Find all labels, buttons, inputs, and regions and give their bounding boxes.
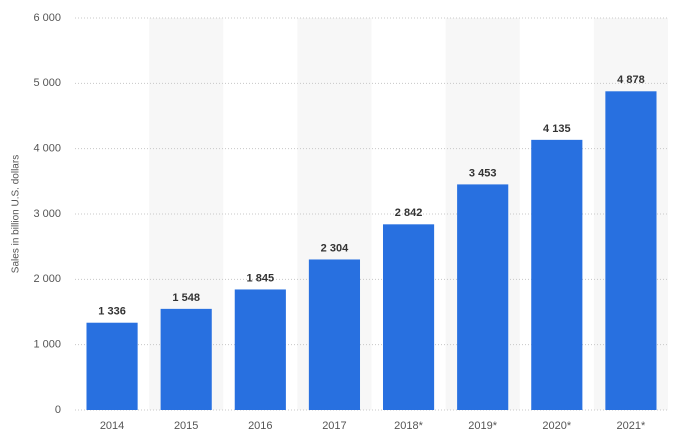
value-label: 1 336 xyxy=(98,306,126,318)
y-tick-label: 2 000 xyxy=(33,273,61,285)
bar xyxy=(382,224,435,410)
y-tick-label: 0 xyxy=(55,404,61,416)
y-axis-label: Sales in billion U.S. dollars xyxy=(11,155,22,273)
bar xyxy=(234,289,286,410)
y-tick-label: 1 000 xyxy=(33,339,61,351)
x-tick-label: 2021* xyxy=(617,420,646,432)
value-label: 4 878 xyxy=(617,74,645,86)
y-tick-label: 6 000 xyxy=(33,12,61,24)
bar xyxy=(531,139,583,410)
x-tick-label: 2016 xyxy=(248,420,272,432)
value-label: 2 304 xyxy=(321,242,349,254)
value-label: 4 135 xyxy=(543,123,571,135)
bar xyxy=(86,322,138,410)
y-tick-label: 5 000 xyxy=(33,77,61,89)
x-tick-label: 2017 xyxy=(322,420,346,432)
bar xyxy=(457,184,509,410)
y-tick-label: 4 000 xyxy=(33,143,61,155)
value-label: 1 548 xyxy=(172,292,200,304)
bar xyxy=(160,308,212,410)
bar xyxy=(308,259,361,410)
bar xyxy=(605,91,657,410)
x-tick-label: 2019* xyxy=(468,420,497,432)
x-tick-label: 2014 xyxy=(100,420,124,432)
value-label: 3 453 xyxy=(469,167,497,179)
y-tick-label: 3 000 xyxy=(33,208,61,220)
value-label: 2 842 xyxy=(395,207,423,219)
x-tick-label: 2020* xyxy=(542,420,571,432)
x-tick-label: 2015 xyxy=(174,420,198,432)
x-tick-label: 2018* xyxy=(394,420,423,432)
value-label: 1 845 xyxy=(247,272,275,284)
